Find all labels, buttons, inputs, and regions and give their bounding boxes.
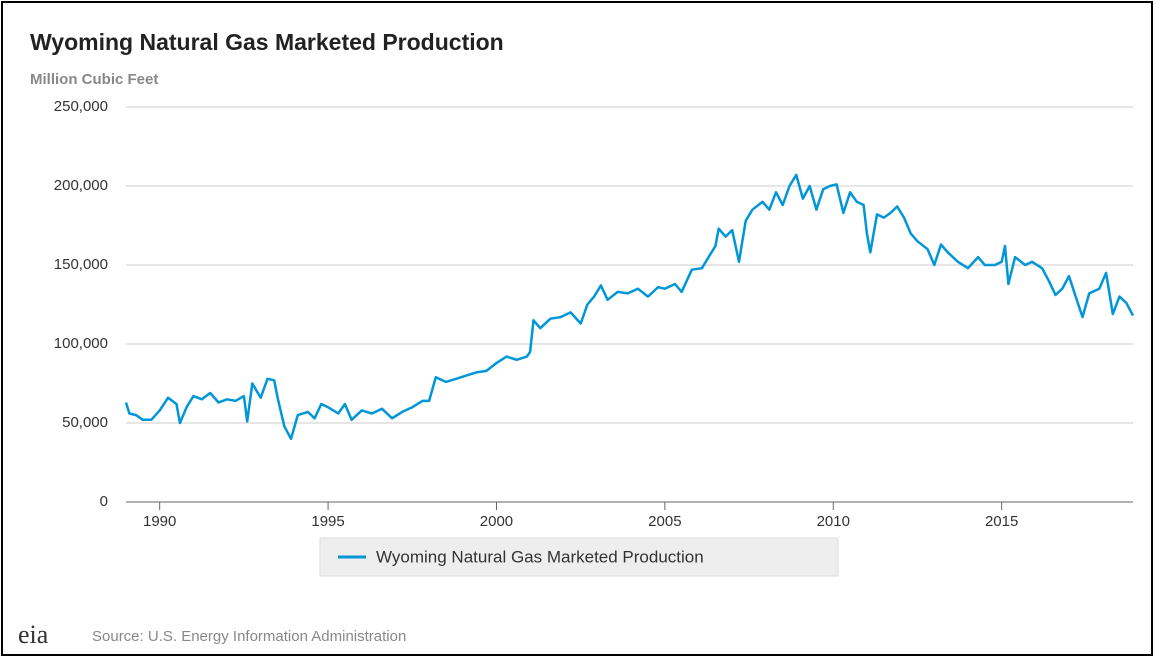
x-tick-label: 2000 xyxy=(480,513,513,530)
x-tick-label: 1990 xyxy=(143,513,176,530)
series-line xyxy=(124,173,1135,441)
legend xyxy=(319,537,839,577)
legend-label: Wyoming Natural Gas Marketed Production xyxy=(376,547,704,566)
y-tick-label: 200,000 xyxy=(54,177,108,194)
x-tick-label: 2015 xyxy=(985,513,1018,530)
y-tick-label: 0 xyxy=(100,493,108,510)
y-tick-label: 150,000 xyxy=(54,256,108,273)
source: Source: U.S. Energy Information Administ… xyxy=(92,628,406,645)
x-tick-label: 1995 xyxy=(311,513,344,530)
y-tick-label: 100,000 xyxy=(54,335,108,352)
y-tick-label: 50,000 xyxy=(62,414,108,431)
logo: eia xyxy=(18,620,49,649)
chart-subtitle: Million Cubic Feet xyxy=(30,71,158,88)
x-tick-label: 2010 xyxy=(817,513,850,530)
x-tick-label: 2005 xyxy=(648,513,681,530)
y-tick-label: 250,000 xyxy=(54,98,108,115)
chart-title: Wyoming Natural Gas Marketed Production xyxy=(30,29,504,55)
